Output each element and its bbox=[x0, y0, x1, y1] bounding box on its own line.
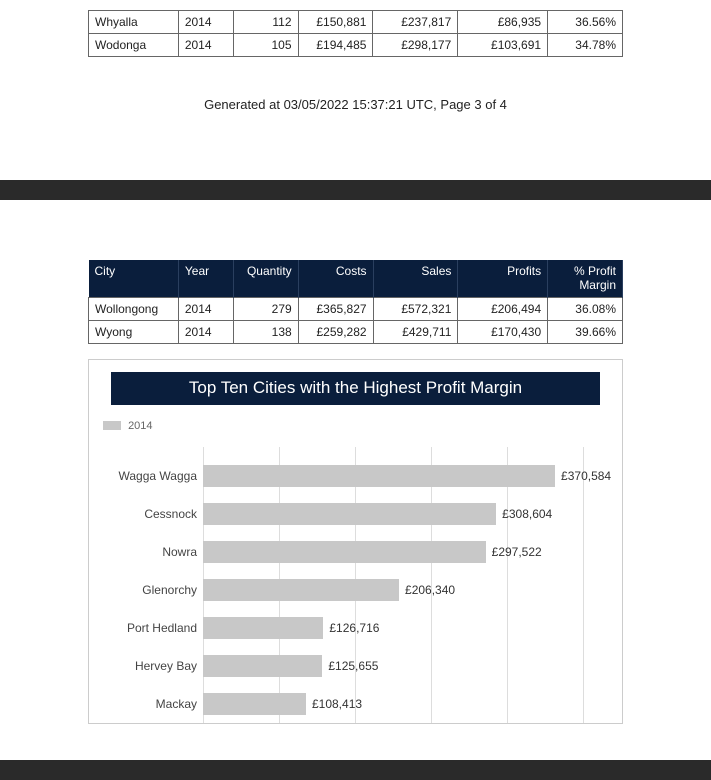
page-footer: Generated at 03/05/2022 15:37:21 UTC, Pa… bbox=[20, 97, 691, 112]
col-city: City bbox=[89, 260, 179, 297]
page-inner: City Year Quantity Costs Sales Profits %… bbox=[0, 200, 711, 754]
table-row: Wollongong 2014 279 £365,827 £572,321 £2… bbox=[89, 297, 623, 320]
chart-bar bbox=[203, 579, 399, 601]
chart-bar-label: Hervey Bay bbox=[97, 659, 197, 673]
legend-label: 2014 bbox=[128, 420, 152, 432]
col-margin: % Profit Margin bbox=[548, 260, 623, 297]
table-body-p3: Whyalla 2014 112 £150,881 £237,817 £86,9… bbox=[89, 11, 623, 57]
cell-margin: 36.08% bbox=[548, 297, 623, 320]
cell-year: 2014 bbox=[178, 11, 233, 34]
cell-sales: £298,177 bbox=[373, 34, 458, 57]
chart-bar bbox=[203, 503, 496, 525]
cell-qty: 112 bbox=[233, 11, 298, 34]
cell-profits: £103,691 bbox=[458, 34, 548, 57]
cell-qty: 105 bbox=[233, 34, 298, 57]
col-sales: Sales bbox=[373, 260, 458, 297]
city-data-table-p4: City Year Quantity Costs Sales Profits %… bbox=[88, 260, 623, 344]
chart-bar-value: £125,655 bbox=[328, 659, 378, 673]
chart-bar-value: £297,522 bbox=[492, 545, 542, 559]
chart-bar-row: Mackay£108,413 bbox=[203, 685, 610, 723]
cell-profits: £86,935 bbox=[458, 11, 548, 34]
chart-bar-value: £108,413 bbox=[312, 697, 362, 711]
chart-bar-label: Cessnock bbox=[97, 507, 197, 521]
table-row: Wodonga 2014 105 £194,485 £298,177 £103,… bbox=[89, 34, 623, 57]
chart-bar-row: Glenorchy£206,340 bbox=[203, 571, 610, 609]
report-page-4: City Year Quantity Costs Sales Profits %… bbox=[0, 200, 711, 760]
table-row: Whyalla 2014 112 £150,881 £237,817 £86,9… bbox=[89, 11, 623, 34]
cell-sales: £429,711 bbox=[373, 320, 458, 343]
city-data-table-p3: Whyalla 2014 112 £150,881 £237,817 £86,9… bbox=[88, 10, 623, 57]
chart-bar-value: £206,340 bbox=[405, 583, 455, 597]
chart-bar-label: Wagga Wagga bbox=[97, 469, 197, 483]
cell-city: Whyalla bbox=[89, 11, 179, 34]
chart-legend: 2014 bbox=[103, 420, 610, 432]
chart-bar bbox=[203, 693, 306, 715]
col-margin-l2: Margin bbox=[579, 278, 616, 292]
cell-sales: £572,321 bbox=[373, 297, 458, 320]
table-head: City Year Quantity Costs Sales Profits %… bbox=[89, 260, 623, 297]
chart-bar bbox=[203, 541, 486, 563]
cell-sales: £237,817 bbox=[373, 11, 458, 34]
chart-bar-label: Mackay bbox=[97, 697, 197, 711]
cell-costs: £150,881 bbox=[298, 11, 373, 34]
col-profits: Profits bbox=[458, 260, 548, 297]
cell-year: 2014 bbox=[178, 34, 233, 57]
profit-margin-chart: Top Ten Cities with the Highest Profit M… bbox=[88, 359, 623, 724]
chart-bar-row: Hervey Bay£125,655 bbox=[203, 647, 610, 685]
chart-bar-value: £370,584 bbox=[561, 469, 611, 483]
cell-profits: £206,494 bbox=[458, 297, 548, 320]
chart-bar-row: Wagga Wagga£370,584 bbox=[203, 457, 610, 495]
cell-city: Wodonga bbox=[89, 34, 179, 57]
cell-year: 2014 bbox=[178, 320, 233, 343]
chart-bar-value: £308,604 bbox=[502, 507, 552, 521]
table-body-p4: Wollongong 2014 279 £365,827 £572,321 £2… bbox=[89, 297, 623, 343]
cell-costs: £259,282 bbox=[298, 320, 373, 343]
cell-margin: 36.56% bbox=[548, 11, 623, 34]
col-costs: Costs bbox=[298, 260, 373, 297]
chart-bar-value: £126,716 bbox=[329, 621, 379, 635]
chart-plot-area: Wagga Wagga£370,584Cessnock£308,604Nowra… bbox=[203, 447, 610, 723]
cell-city: Wollongong bbox=[89, 297, 179, 320]
chart-bar-label: Nowra bbox=[97, 545, 197, 559]
cell-profits: £170,430 bbox=[458, 320, 548, 343]
col-year: Year bbox=[178, 260, 233, 297]
chart-bar bbox=[203, 617, 323, 639]
table-row: Wyong 2014 138 £259,282 £429,711 £170,43… bbox=[89, 320, 623, 343]
col-margin-l1: % Profit bbox=[574, 264, 616, 278]
chart-bar-row: Port Hedland£126,716 bbox=[203, 609, 610, 647]
cell-margin: 39.66% bbox=[548, 320, 623, 343]
cell-qty: 138 bbox=[233, 320, 298, 343]
report-page-3: Whyalla 2014 112 £150,881 £237,817 £86,9… bbox=[0, 0, 711, 180]
cell-costs: £194,485 bbox=[298, 34, 373, 57]
chart-bar-row: Nowra£297,522 bbox=[203, 533, 610, 571]
cell-city: Wyong bbox=[89, 320, 179, 343]
page-inner: Whyalla 2014 112 £150,881 £237,817 £86,9… bbox=[0, 0, 711, 142]
chart-bar-label: Port Hedland bbox=[97, 621, 197, 635]
chart-bar-row: Cessnock£308,604 bbox=[203, 495, 610, 533]
chart-title: Top Ten Cities with the Highest Profit M… bbox=[111, 372, 600, 405]
chart-bar bbox=[203, 655, 322, 677]
cell-costs: £365,827 bbox=[298, 297, 373, 320]
cell-year: 2014 bbox=[178, 297, 233, 320]
col-quantity: Quantity bbox=[233, 260, 298, 297]
chart-bar bbox=[203, 465, 555, 487]
legend-swatch-icon bbox=[103, 421, 121, 430]
cell-margin: 34.78% bbox=[548, 34, 623, 57]
cell-qty: 279 bbox=[233, 297, 298, 320]
chart-bar-label: Glenorchy bbox=[97, 583, 197, 597]
